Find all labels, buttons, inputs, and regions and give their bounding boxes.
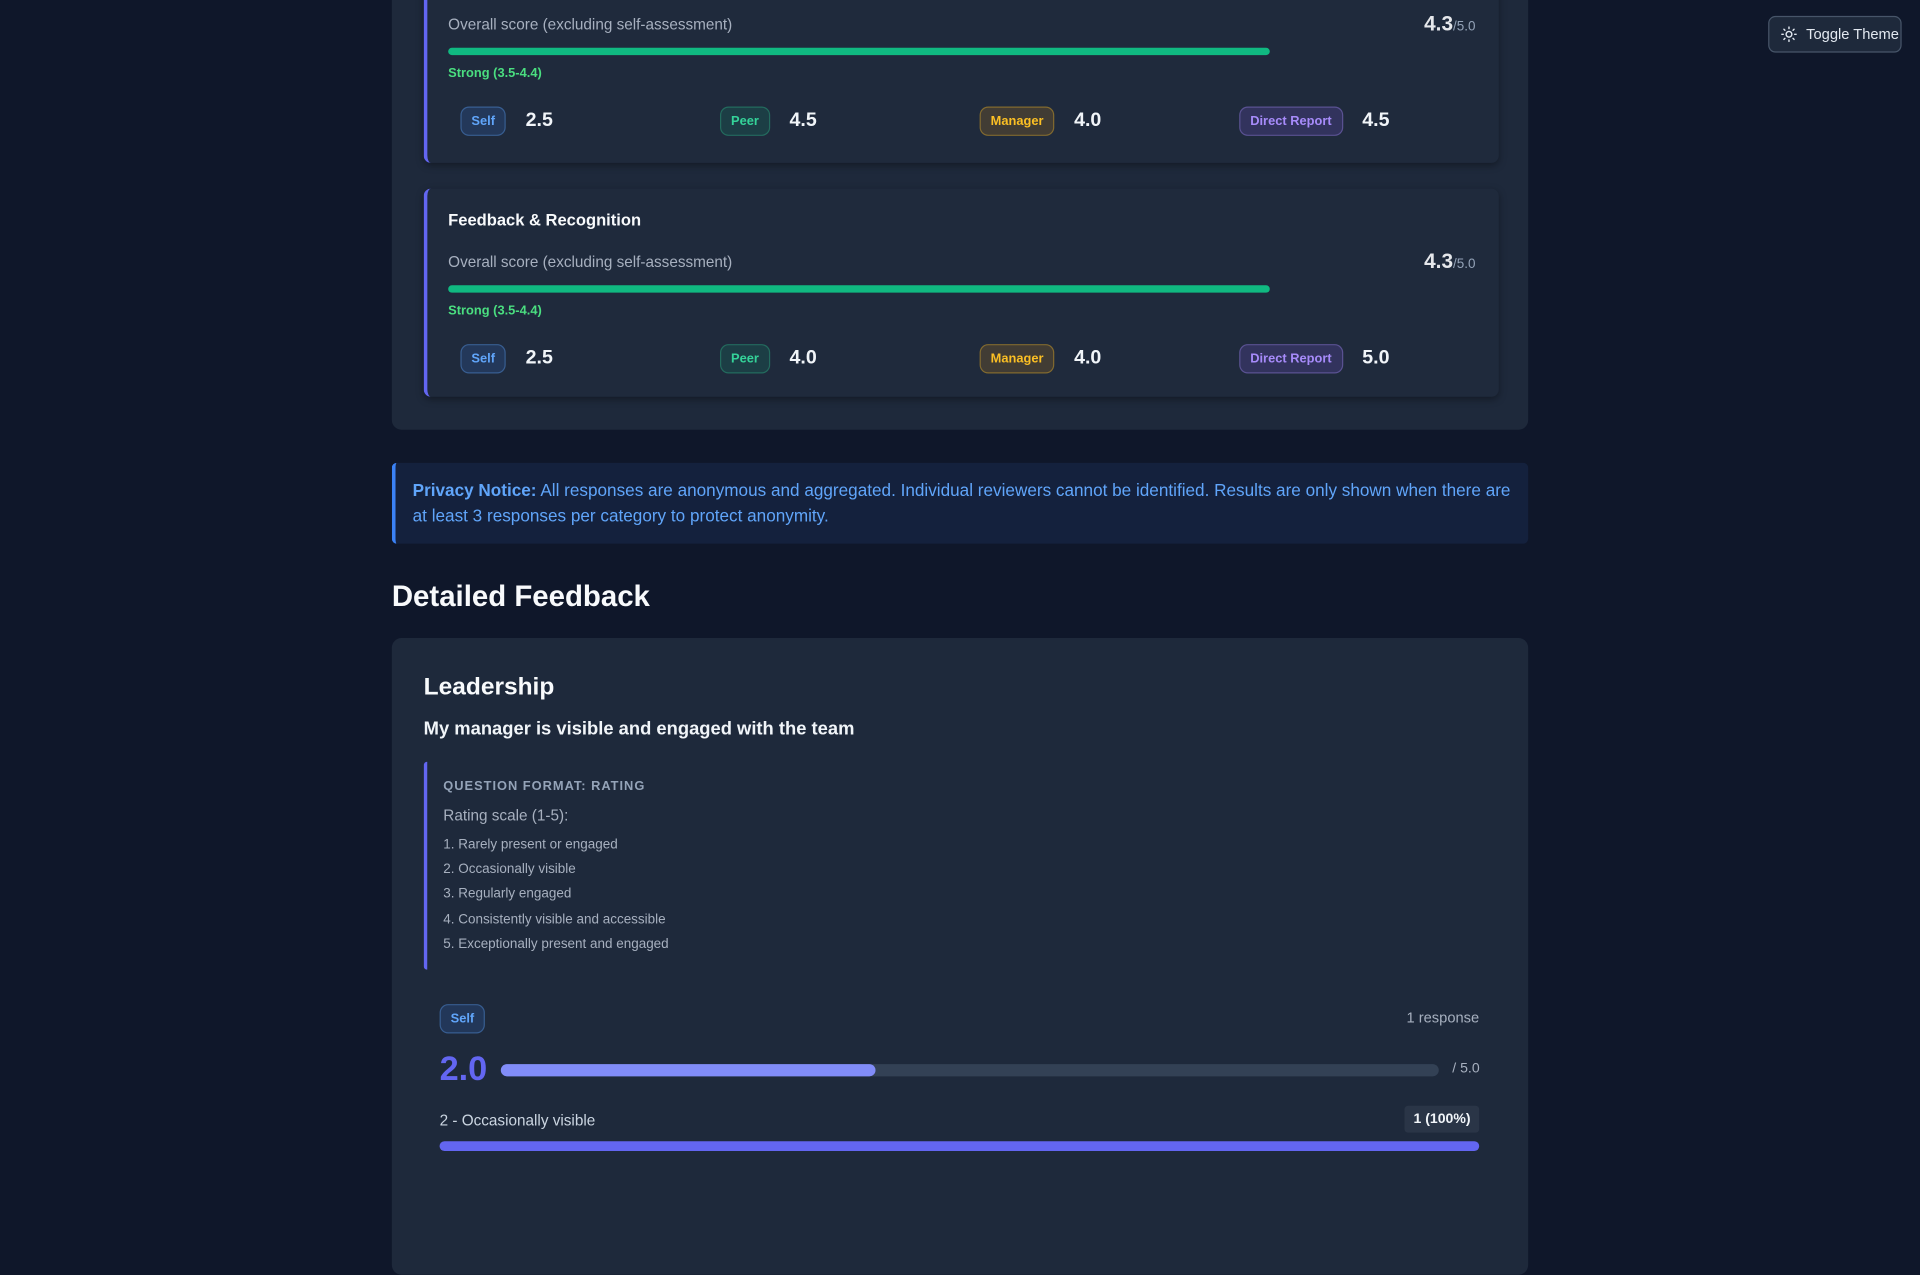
source-chip: Self [460,106,507,136]
question-format-box [423,761,917,970]
sun-icon [1781,26,1797,43]
source-chip: Manager [979,106,1055,136]
source-chip: Direct Report [1239,344,1343,374]
score-band: Strong (3.5-4.4) [448,303,542,319]
format-label: QUESTION FORMAT: RATING [443,778,646,794]
source-score: 4.5 [789,110,817,132]
source-score: 4.0 [789,347,817,369]
source-score: 2.5 [525,347,553,369]
category-card [423,0,1499,163]
overall-label: Overall score (excluding self-assessment… [448,15,733,34]
source-score: 4.0 [1074,110,1102,132]
score-bar [448,285,1270,293]
option-count: 1 (100%) [1404,1105,1480,1133]
score-max: /5.0 [1453,19,1476,35]
score-max: /5.0 [1453,257,1476,272]
scale-label: Rating scale (1-5): [443,806,569,825]
overall-score: 4.3/5.0 [1424,250,1475,274]
scale-item: 4. Consistently visible and accessible [443,911,666,927]
source-chip: Direct Report [1239,106,1343,136]
scale-item: 3. Regularly engaged [443,887,572,902]
score-bar [500,1064,876,1077]
source-score: 4.5 [1362,110,1390,132]
option-bar [439,1141,1480,1152]
privacy-notice: Privacy Notice: All responses are anonym… [391,462,1529,544]
source-chip: Manager [979,344,1055,374]
group-chip: Self [439,1004,486,1034]
toggle-label: Toggle Theme [1806,25,1899,43]
source-score: 5.0 [1362,347,1390,369]
source-score: 4.0 [1074,347,1102,369]
score-value: 4.3 [1424,12,1454,36]
privacy-text: All responses are anonymous and aggregat… [412,480,1511,526]
score-band: Strong (3.5-4.4) [448,66,542,81]
option-label: 2 - Occasionally visible [439,1111,596,1129]
category-title: Leadership [423,673,555,701]
group-score: 2.0 [439,1049,488,1088]
scale-item: 5. Exceptionally present and engaged [443,936,669,952]
scale-item: 2. Occasionally visible [443,862,576,877]
card-title: Feedback & Recognition [448,210,642,229]
toggle-theme-button[interactable]: Toggle Theme [1768,15,1902,53]
scale-item: 1. Rarely present or engaged [443,837,618,853]
score-value: 4.3 [1424,249,1454,274]
source-chip: Self [460,344,507,374]
page: Toggle Theme Privacy Notice: All respons… [391,0,1902,1275]
overall-label: Overall score (excluding self-assessment… [448,253,733,271]
source-chip: Peer [720,106,770,136]
overall-score: 4.3/5.0 [1424,12,1475,36]
score-max: / 5.0 [1452,1061,1480,1077]
question-text: My manager is visible and engaged with t… [423,718,855,740]
source-score: 2.5 [525,110,553,132]
response-count: 1 response [1406,1008,1480,1027]
section-heading: Detailed Feedback [391,580,650,614]
source-chip: Peer [720,344,770,374]
detail-panel [391,637,1529,1275]
privacy-label: Privacy Notice: [412,480,537,500]
score-bar [448,47,1270,56]
